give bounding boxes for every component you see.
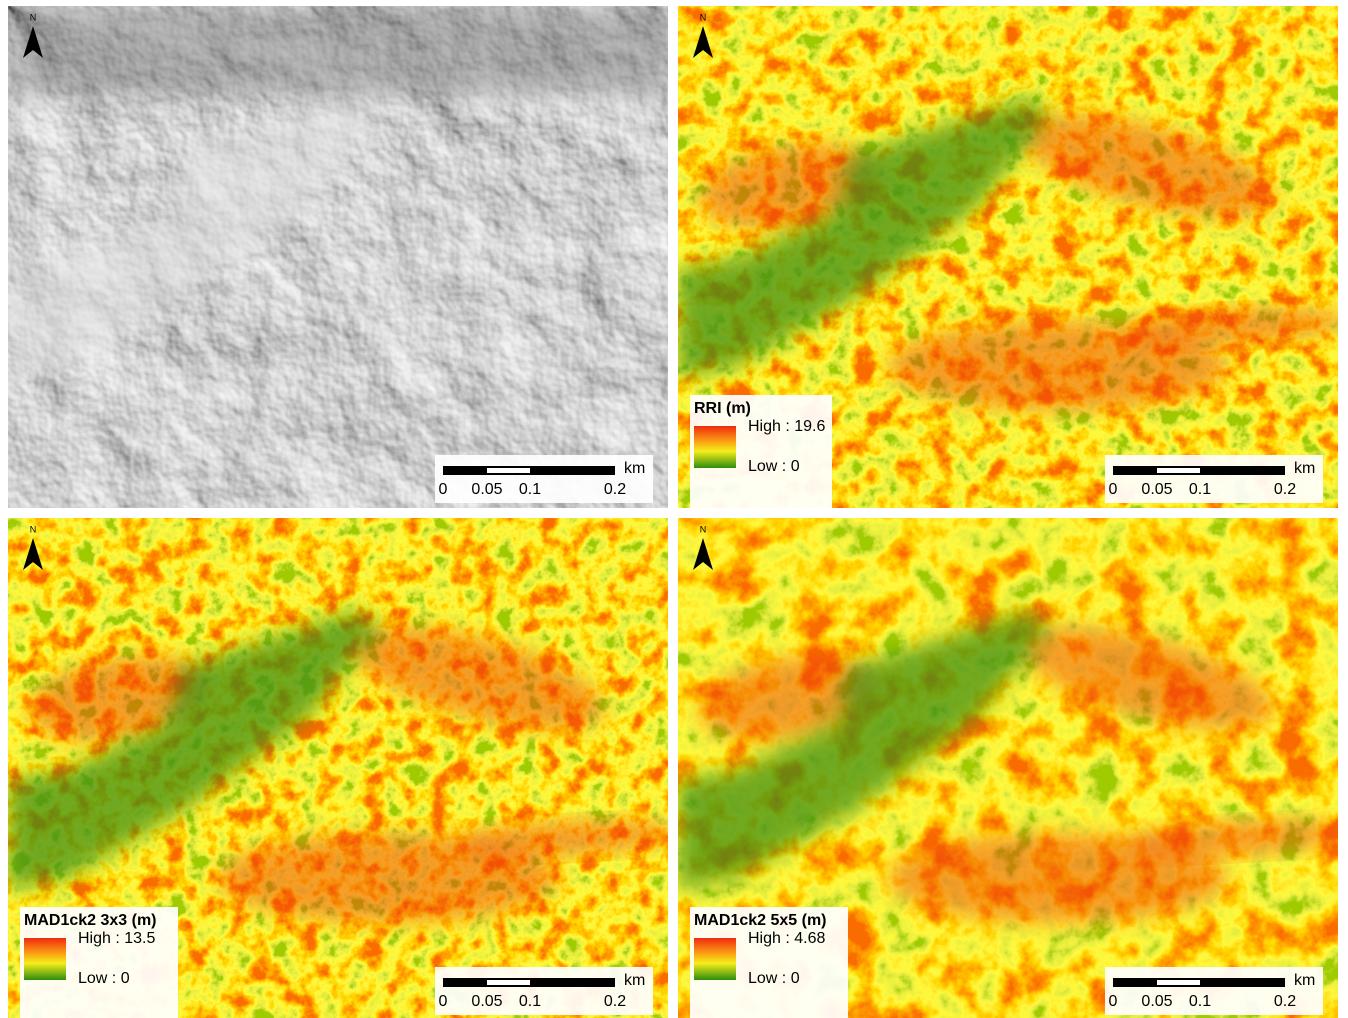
scale-label: 0 — [1109, 993, 1118, 1010]
scale-unit: km — [624, 972, 645, 989]
legend-low: Low : 0 — [748, 970, 800, 987]
legend-high: High : 4.68 — [748, 930, 825, 947]
scale-bar-segment — [1157, 468, 1200, 473]
legend-ramp — [24, 938, 66, 980]
map-panel: N 0 0.05 0.1 0.2 km RRI (m)High : 19.6 Low : 0 — [678, 6, 1338, 508]
scale-bar-segment — [487, 468, 530, 473]
legend-high: High : 19.6 — [748, 418, 825, 435]
legend-low: Low : 0 — [78, 970, 130, 987]
figure: N00.050.10.2kmN00.050.10.2kmRRI (m)High … — [0, 0, 1348, 1018]
legend-ramp — [694, 938, 736, 980]
scale-label: 0 — [1109, 481, 1118, 498]
scale-label: 0.2 — [604, 481, 626, 498]
north-label: N — [30, 524, 37, 534]
scale-unit: km — [1294, 460, 1315, 477]
north-label: N — [700, 12, 707, 22]
map-panel: N 0 0.05 0.1 0.2 km — [8, 6, 668, 508]
scale-bar-segment — [487, 980, 530, 985]
scale-label: 0.2 — [604, 993, 626, 1010]
scale-label: 0.1 — [1189, 481, 1211, 498]
scale-label: 0.2 — [1274, 481, 1296, 498]
scale-bar-segment — [1157, 980, 1200, 985]
scale-label: 0.05 — [471, 481, 502, 498]
scale-label: 0.2 — [1274, 993, 1296, 1010]
legend-title: MAD1ck2 5x5 (m) — [694, 912, 827, 929]
north-label: N — [30, 12, 37, 22]
scale-label: 0.05 — [1141, 993, 1172, 1010]
scale-label: 0 — [439, 993, 448, 1010]
scale-label: 0.1 — [519, 481, 541, 498]
legend-ramp — [694, 426, 736, 468]
scale-label: 0.1 — [519, 993, 541, 1010]
scale-label: 0.1 — [1189, 993, 1211, 1010]
scale-label: 0.05 — [1141, 481, 1172, 498]
north-label: N — [700, 524, 707, 534]
scale-label: 0 — [439, 481, 448, 498]
ridge-shade — [8, 6, 668, 96]
map-panel: N 0 0.05 0.1 0.2 km MAD1ck2 3x3 (m)High : 13.5… — [8, 518, 668, 1018]
scale-unit: km — [1294, 972, 1315, 989]
legend-high: High : 13.5 — [78, 930, 155, 947]
map-panel: N 0 0.05 0.1 0.2 km MAD1ck2 5x5 (m)High : 4.68… — [678, 518, 1338, 1018]
scale-label: 0.05 — [471, 993, 502, 1010]
legend-title: MAD1ck2 3x3 (m) — [24, 912, 157, 929]
legend-title: RRI (m) — [694, 400, 751, 417]
legend-low: Low : 0 — [748, 458, 800, 475]
scale-unit: km — [624, 460, 645, 477]
